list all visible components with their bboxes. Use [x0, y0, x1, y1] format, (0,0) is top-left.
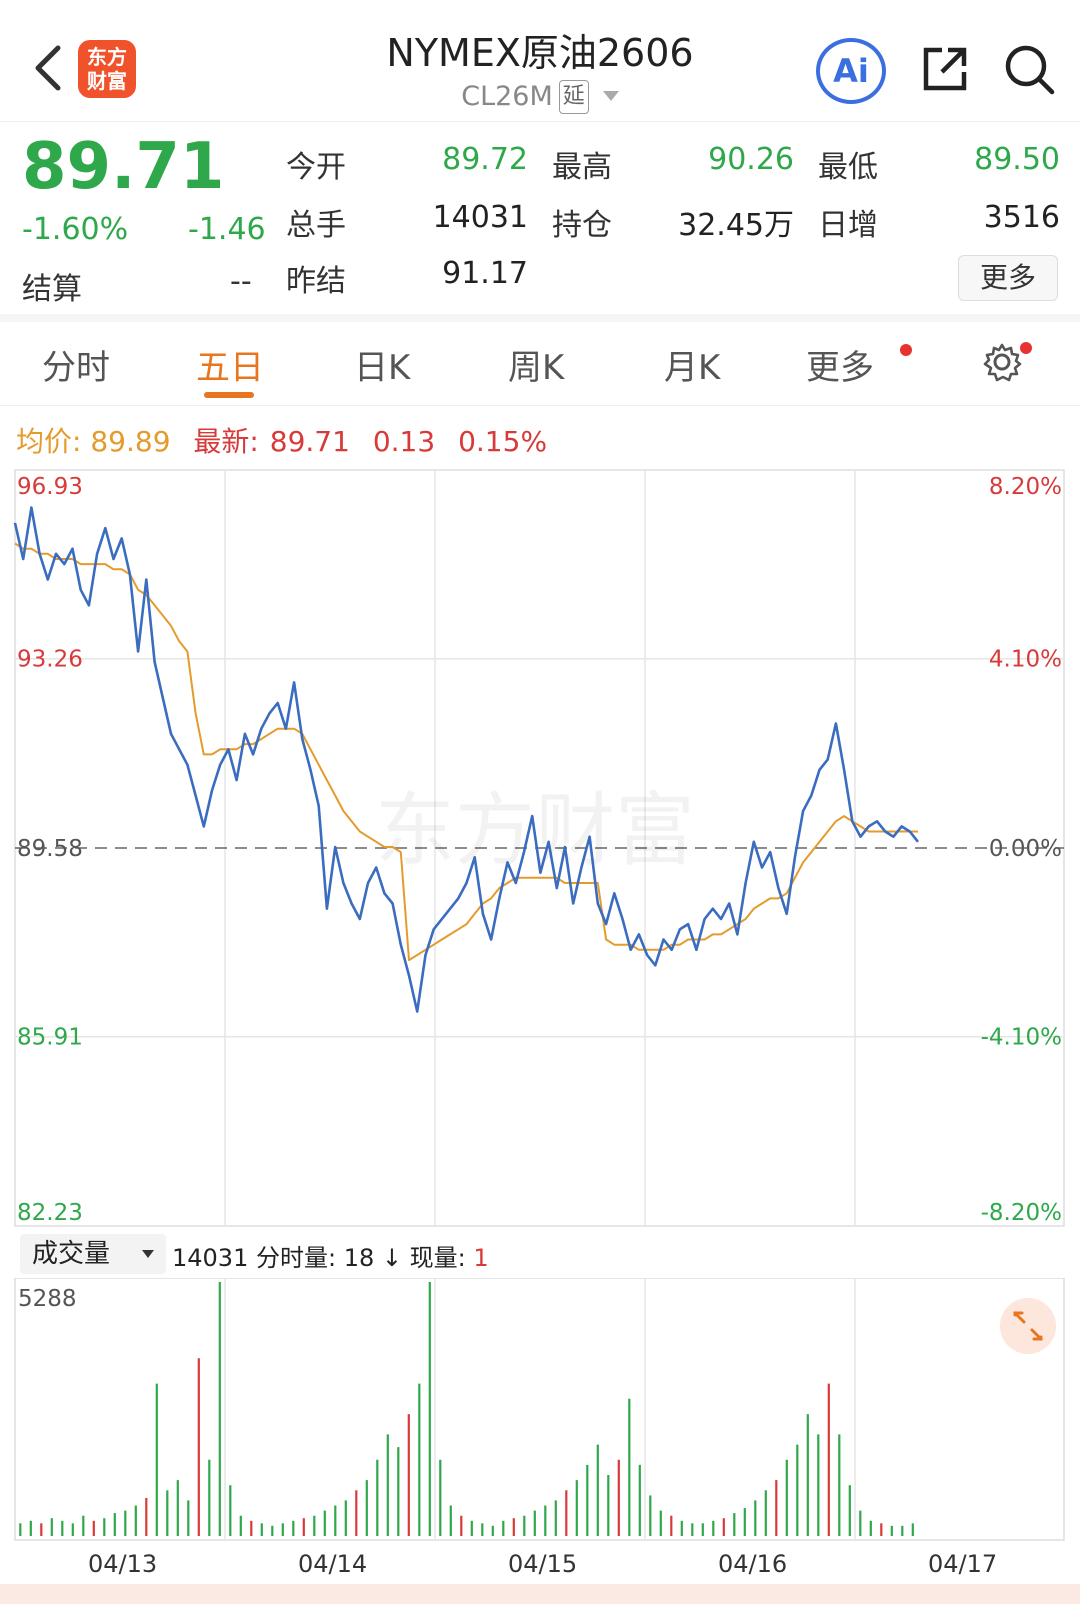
x-axis-date-label: 04/14 [298, 1550, 368, 1578]
minute-volume-label: 分时量: [256, 1244, 337, 1272]
tab-intraday[interactable]: 分时 [42, 348, 110, 388]
contract-code: CL26M [461, 81, 553, 112]
current-volume-label: 现量: [409, 1244, 466, 1272]
low-value: 89.50 [974, 142, 1060, 177]
latest-value: 89.71 [269, 425, 350, 458]
tab-weekly-k[interactable]: 周K [508, 348, 565, 388]
down-arrow-icon: ↓ [381, 1244, 403, 1272]
x-axis-date-label: 04/13 [88, 1550, 158, 1578]
logo-text-line2: 财富 [87, 69, 127, 93]
tab-monthly-k[interactable]: 月K [664, 348, 721, 388]
oi-change-value: 3516 [983, 200, 1060, 235]
price-series [13, 506, 920, 1013]
app-logo[interactable]: 东方 财富 [78, 40, 136, 98]
volume-info: 14031 分时量: 18 ↓ 现量: 1 [172, 1238, 489, 1273]
share-icon[interactable] [920, 44, 970, 94]
volume-indicator-label: 成交量 [32, 1239, 111, 1269]
open-interest-value: 32.45万 [678, 208, 794, 243]
top-nav-bar: 东方 财富 NYMEX原油2606 CL26M 延 Ai [0, 0, 1080, 122]
volume-max-label: 5288 [18, 1286, 77, 1312]
tab-five-day[interactable]: 五日 [196, 348, 264, 388]
dropdown-caret-icon [142, 1250, 154, 1258]
volume-total: 14031 [172, 1244, 249, 1272]
ai-assistant-button[interactable]: Ai [816, 38, 886, 104]
logo-text-line1: 东方 [87, 45, 127, 69]
volume-chart[interactable]: 5288 [0, 1278, 1080, 1548]
volume-indicator-select[interactable]: 成交量 [20, 1234, 166, 1274]
bottom-edge-bar [0, 1584, 1080, 1604]
latest-label: 最新: [193, 425, 259, 458]
y-tick-label-left: 93.26 [17, 647, 83, 673]
back-arrow-icon[interactable] [28, 40, 68, 96]
tab-daily-k[interactable]: 日K [354, 348, 411, 388]
settings-gear-icon[interactable] [982, 342, 1022, 382]
open-value: 89.72 [442, 142, 528, 177]
y-tick-label-left: 85.91 [17, 1025, 83, 1051]
latest-percent: 0.15% [458, 425, 548, 458]
high-value: 90.26 [708, 142, 794, 177]
open-label: 今开 [286, 150, 346, 185]
contract-code-selector[interactable]: CL26M 延 [0, 80, 1080, 114]
volume-value: 14031 [432, 200, 528, 235]
minute-volume-value: 18 [343, 1244, 375, 1272]
settle-label: 结算 [22, 272, 82, 307]
delay-tag: 延 [558, 80, 589, 114]
change-amount: -1.46 [188, 212, 266, 247]
avg-value: 89.89 [90, 425, 171, 458]
change-percent: -1.60% [22, 212, 129, 247]
x-axis-date-label: 04/15 [508, 1550, 578, 1578]
y-axis-ticks: 96.93 8.20% 93.26 4.10% 89.58 0.00% 85.91 -4.10… [17, 474, 1062, 1226]
high-label: 最高 [552, 150, 612, 185]
y-tick-label-right: -4.10% [981, 1025, 1062, 1051]
quote-panel: 89.71 -1.60% -1.46 结算 -- 今开 89.72 最高 90.… [0, 122, 1080, 322]
y-tick-label-right: -8.20% [981, 1200, 1062, 1226]
volume-grid [224, 1278, 856, 1540]
tab-more[interactable]: 更多 [806, 348, 874, 388]
y-tick-label-left: 82.23 [17, 1200, 83, 1226]
x-axis-date-label: 04/16 [718, 1550, 788, 1578]
open-interest-label: 持仓 [552, 208, 612, 243]
dropdown-caret-icon [602, 91, 619, 101]
chart-info-bar: 均价: 89.89 最新: 89.71 0.13 0.15% [16, 420, 547, 460]
page-title: NYMEX原油2606 [386, 31, 694, 75]
expand-chart-icon[interactable] [1000, 1298, 1056, 1354]
average-price-line [14, 542, 918, 962]
tab-more-badge [900, 344, 912, 356]
current-volume-value: 1 [473, 1244, 489, 1272]
period-tabs: 分时 五日 日K 周K 月K 更多 [0, 330, 1080, 406]
y-tick-label-right: 4.10% [989, 647, 1062, 673]
y-tick-label-right: 0.00% [989, 836, 1062, 862]
settings-badge [1020, 342, 1032, 354]
y-tick-label-left: 89.58 [17, 836, 83, 862]
latest-change: 0.13 [372, 425, 436, 458]
y-tick-label-right: 8.20% [989, 474, 1062, 500]
avg-label: 均价: [16, 425, 82, 458]
low-label: 最低 [818, 150, 878, 185]
y-tick-label-left: 96.93 [17, 474, 83, 500]
five-day-price-chart[interactable]: 东方财富 96.93 8.20%93.26 4.10%89.58 0.00%85.91… [0, 460, 1080, 1230]
settle-value: -- [230, 264, 252, 299]
search-icon[interactable] [1002, 42, 1056, 96]
chart-grid [15, 470, 1064, 1226]
x-axis-date-label: 04/17 [928, 1550, 998, 1578]
prev-settle-label: 昨结 [286, 264, 346, 299]
price-line [13, 506, 920, 1013]
oi-change-label: 日增 [818, 208, 878, 243]
more-quote-button[interactable]: 更多 [958, 255, 1058, 301]
active-tab-indicator [204, 392, 254, 398]
last-price: 89.71 [22, 130, 225, 204]
prev-settle-value: 91.17 [442, 256, 528, 291]
volume-bars [19, 1282, 914, 1536]
volume-label: 总手 [286, 208, 346, 243]
